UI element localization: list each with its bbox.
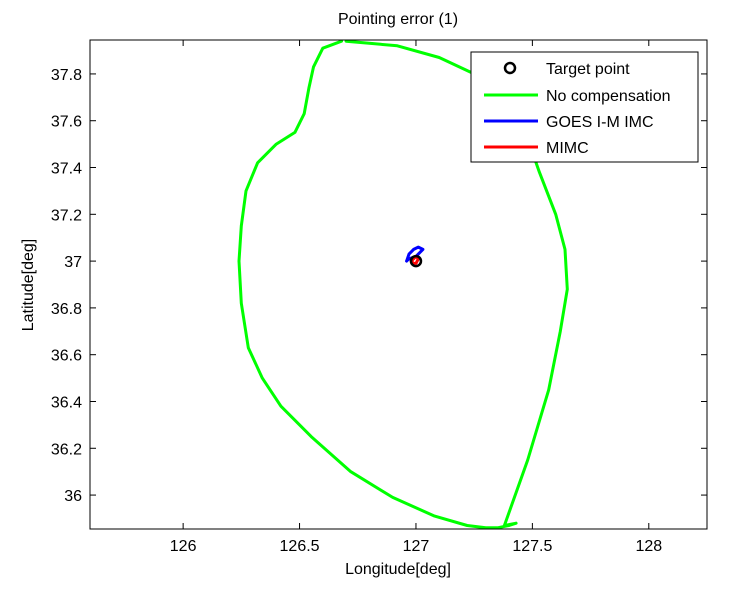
axes-box <box>89 39 708 530</box>
y-tick-label: 37.6 <box>51 114 82 131</box>
x-tick-label: 126.5 <box>280 538 320 555</box>
tick-layer: 126 126.5 127 127.5 128 36 36.2 36.4 36.6 36.8 37 3… <box>51 40 707 555</box>
y-tick-label: 36.4 <box>51 394 82 411</box>
y-tick-label: 37.8 <box>51 67 82 84</box>
x-tick-label: 127.5 <box>512 538 552 555</box>
x-tick-label: 126 <box>170 538 197 555</box>
y-tick-label: 37.2 <box>51 207 82 224</box>
y-tick-label: 37.4 <box>51 161 82 178</box>
y-tick-label: 36 <box>64 488 82 505</box>
chart-title: Pointing error (1) <box>338 11 458 28</box>
x-tick-label: 128 <box>635 538 662 555</box>
y-tick-label: 36.8 <box>51 301 82 318</box>
legend-label-no-compensation: No compensation <box>546 88 671 105</box>
x-axis-label: Longitude[deg] <box>345 561 451 578</box>
x-tick-label: 127 <box>403 538 430 555</box>
series-line-goes-i-m-imc <box>405 245 425 263</box>
y-tick-label: 36.2 <box>51 441 82 458</box>
legend-label-mimc: MIMC <box>546 140 589 157</box>
series-point-target-point <box>409 254 423 268</box>
legend-label-target-point: Target point <box>546 61 630 78</box>
y-tick-label: 36.6 <box>51 348 82 365</box>
legend: Target point No compensation GOES I-M IM… <box>470 51 699 163</box>
y-tick-label: 37 <box>64 254 82 271</box>
series-line-mimc <box>409 254 420 265</box>
legend-marker-target-point <box>503 61 517 75</box>
legend-label-goes-imc: GOES I-M IMC <box>546 114 654 131</box>
y-axis-label: Latitude[deg] <box>20 239 37 332</box>
legend-box <box>470 51 699 163</box>
